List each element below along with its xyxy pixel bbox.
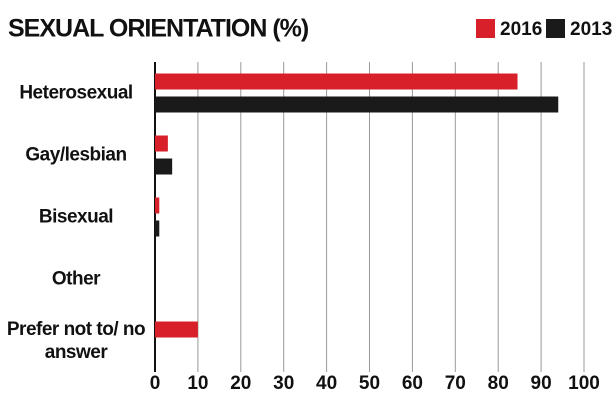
x-tick-label: 90 [531, 373, 552, 394]
legend-swatch [476, 19, 495, 38]
x-tick-label: 20 [230, 373, 251, 394]
bar [155, 73, 518, 90]
x-tick-label: 50 [359, 373, 380, 394]
x-tick-label: 10 [187, 373, 208, 394]
x-tick-label: 30 [273, 373, 294, 394]
y-tick-label: Heterosexual [19, 82, 133, 104]
x-tick-label: 100 [568, 373, 600, 394]
legend-label: 2016 [500, 19, 542, 40]
y-tick-label: Gay/lesbian [25, 144, 127, 166]
legend-label: 2013 [570, 19, 612, 40]
y-tick-label: Other [51, 268, 101, 290]
legend-swatch [546, 19, 565, 38]
x-tick-label: 40 [316, 373, 337, 394]
x-tick-label: 70 [445, 373, 466, 394]
bar [155, 96, 559, 113]
chart-title: SEXUAL ORIENTATION (%) [8, 15, 309, 43]
y-tick-label: Prefer not to/ no answer [6, 319, 146, 363]
bar [155, 321, 198, 338]
bar [155, 220, 160, 237]
x-tick-label: 80 [488, 373, 509, 394]
bar [155, 158, 173, 175]
x-tick-label: 60 [402, 373, 423, 394]
x-tick-label: 0 [150, 373, 161, 394]
y-tick-label: Bisexual [38, 206, 114, 228]
bar [155, 197, 160, 214]
bar [155, 135, 168, 152]
